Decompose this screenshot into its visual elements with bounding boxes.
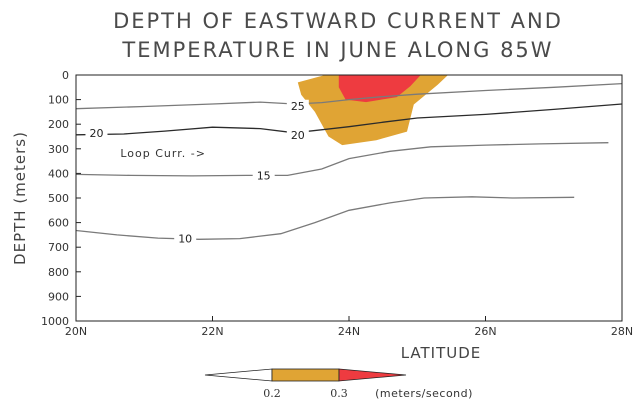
chart-title: DEPTH OF EASTWARD CURRENT AND TEMPERATUR… bbox=[113, 9, 563, 62]
chart-title-line-2: TEMPERATURE IN JUNE ALONG 85W bbox=[121, 38, 553, 62]
contour-label-25: 25 bbox=[291, 100, 305, 113]
y-tick-label: 1000 bbox=[41, 315, 69, 328]
contour-label-bg bbox=[174, 232, 197, 245]
colorbar-segment-low bbox=[204, 368, 273, 382]
contour-line-10-4 bbox=[75, 196, 575, 240]
loop-current-annotation: Loop Curr. -> bbox=[120, 147, 206, 160]
colorbar-level-label: 0.2 bbox=[263, 387, 281, 400]
y-tick-label: 200 bbox=[48, 118, 69, 131]
current-regions bbox=[297, 75, 448, 146]
colorbar-segment-mid bbox=[271, 368, 340, 382]
y-tick-label: 800 bbox=[48, 266, 69, 279]
y-axis-ticks: 0 100 200 300 400 500 600 700 800 900 1000 bbox=[41, 69, 81, 328]
x-axis-ticks: 20N 22N 24N 26N 28N bbox=[65, 316, 633, 338]
colorbar-level-label: 0.3 bbox=[330, 387, 348, 400]
colorbar-units: (meters/second) bbox=[375, 387, 473, 400]
plot-area: 25 20 20 15 10 0 100 200 300 400 500 600 700 800 900 1… bbox=[41, 69, 633, 338]
contour-label-10: 10 bbox=[178, 233, 192, 246]
y-tick-label: 900 bbox=[48, 290, 69, 303]
contour-line-20-1 bbox=[75, 103, 623, 136]
contour-label-bg bbox=[286, 99, 309, 112]
current-region-0.3 bbox=[338, 75, 421, 103]
contour-line-15-3 bbox=[75, 142, 609, 177]
contour-label-bg bbox=[85, 126, 108, 139]
contour-label-15: 15 bbox=[257, 169, 271, 182]
y-tick-label: 700 bbox=[48, 241, 69, 254]
y-tick-label: 100 bbox=[48, 94, 69, 107]
x-tick-label: 20N bbox=[65, 325, 87, 338]
chart-title-line-1: DEPTH OF EASTWARD CURRENT AND bbox=[113, 9, 563, 33]
x-tick-label: 28N bbox=[611, 325, 633, 338]
y-tick-label: 400 bbox=[48, 167, 69, 180]
colorbar: 0.2 0.3 (meters/second) bbox=[204, 368, 473, 400]
temperature-contours: 25 20 20 15 10 bbox=[75, 82, 623, 246]
colorbar-segment-high bbox=[338, 368, 407, 382]
y-tick-label: 300 bbox=[48, 143, 69, 156]
x-tick-label: 24N bbox=[338, 325, 360, 338]
x-tick-label: 22N bbox=[201, 325, 223, 338]
contour-label-bg bbox=[286, 128, 309, 141]
contour-label-bg bbox=[252, 169, 275, 182]
contour-line-25-0 bbox=[75, 82, 623, 110]
x-axis-label: LATITUDE bbox=[401, 344, 482, 362]
x-tick-label: 26N bbox=[474, 325, 496, 338]
contour-label-20: 20 bbox=[89, 127, 103, 140]
y-tick-label: 600 bbox=[48, 217, 69, 230]
y-axis-label: DEPTH (meters) bbox=[11, 131, 29, 265]
annotations: Loop Curr. -> bbox=[120, 147, 206, 160]
y-tick-label: 0 bbox=[62, 69, 69, 82]
y-tick-label: 500 bbox=[48, 192, 69, 205]
contour-label-20: 20 bbox=[291, 129, 305, 142]
